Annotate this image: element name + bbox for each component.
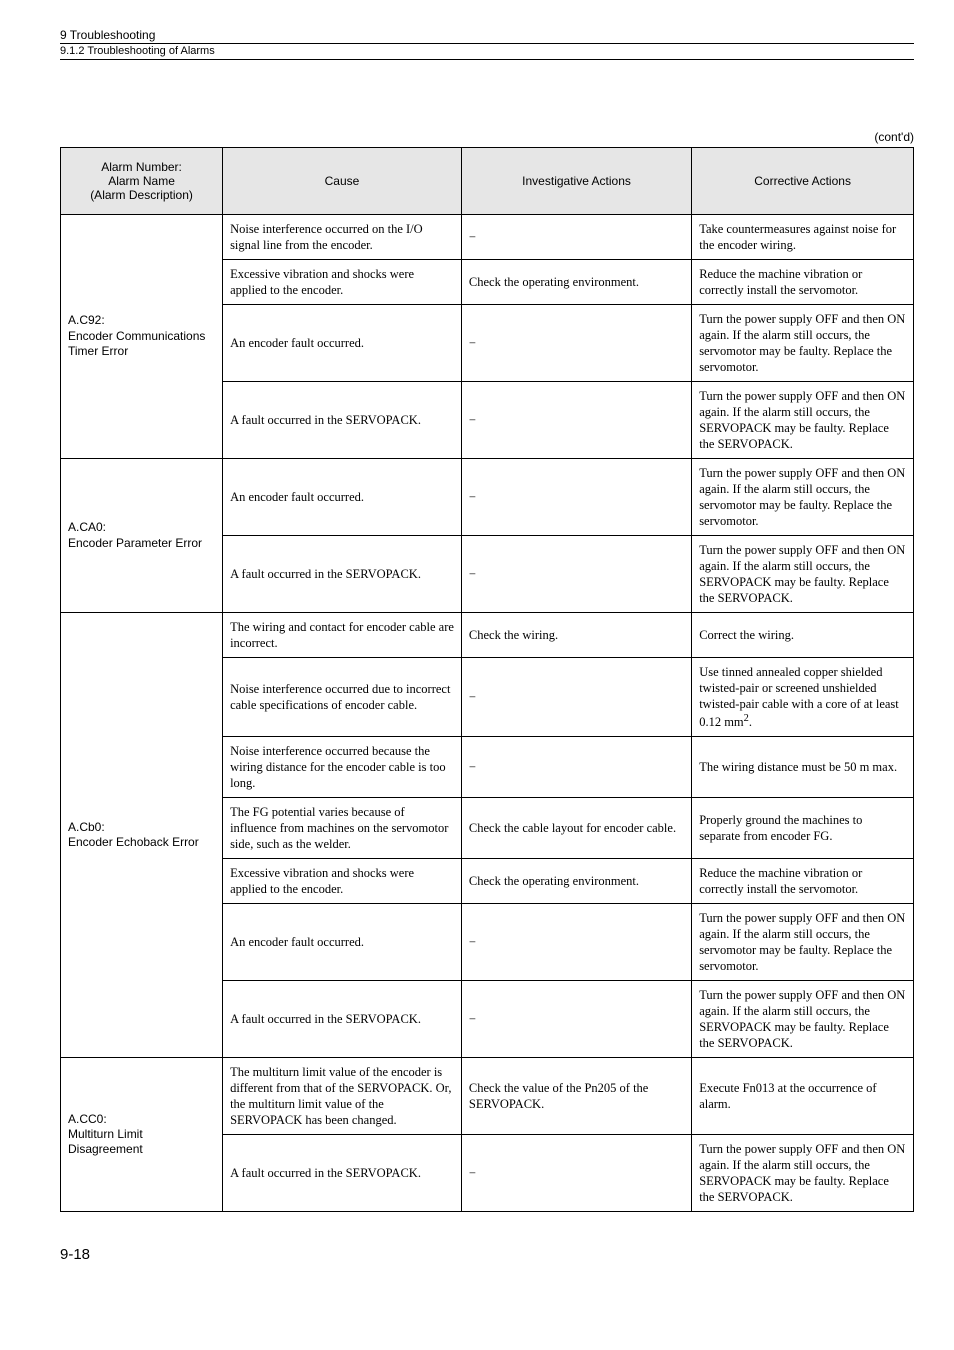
alarm-cell: A.Cb0: Encoder Echoback Error: [61, 613, 223, 1058]
col-header-alarm: Alarm Number: Alarm Name (Alarm Descript…: [61, 148, 223, 215]
corrective-cell: Turn the power supply OFF and then ON ag…: [692, 536, 914, 613]
col-header-corrective: Corrective Actions: [692, 148, 914, 215]
col-header-investigative: Investigative Actions: [461, 148, 691, 215]
investigative-cell: −: [461, 305, 691, 382]
col-header-line: Alarm Name: [108, 174, 175, 188]
investigative-cell: Check the wiring.: [461, 613, 691, 658]
cause-cell: The FG potential varies because of influ…: [223, 798, 462, 859]
corrective-cell: The wiring distance must be 50 m max.: [692, 737, 914, 798]
corrective-cell: Take countermeasures against noise for t…: [692, 215, 914, 260]
corrective-cell: Properly ground the machines to separate…: [692, 798, 914, 859]
alarm-cell: A.CC0: Multiturn Limit Disagreement: [61, 1058, 223, 1212]
col-header-cause: Cause: [223, 148, 462, 215]
continued-label: (cont'd): [60, 130, 914, 144]
cause-cell: Noise interference occurred due to incor…: [223, 658, 462, 737]
alarm-code: A.Cb0:: [68, 820, 105, 834]
cause-cell: The multiturn limit value of the encoder…: [223, 1058, 462, 1135]
alarm-name: Encoder Echoback Error: [68, 835, 199, 849]
col-header-line: (Alarm Description): [90, 188, 193, 202]
investigative-cell: Check the operating environment.: [461, 859, 691, 904]
alarm-name: Multiturn Limit Disagreement: [68, 1127, 143, 1156]
cause-cell: Noise interference occurred on the I/O s…: [223, 215, 462, 260]
cause-cell: An encoder fault occurred.: [223, 459, 462, 536]
investigative-cell: −: [461, 382, 691, 459]
cause-cell: Noise interference occurred because the …: [223, 737, 462, 798]
alarm-cell: A.C92: Encoder Communications Timer Erro…: [61, 215, 223, 459]
table-row: A.Cb0: Encoder Echoback Error The wiring…: [61, 613, 914, 658]
corrective-text-post: .: [749, 715, 752, 729]
corrective-cell: Reduce the machine vibration or correctl…: [692, 859, 914, 904]
table-row: A.CC0: Multiturn Limit Disagreement The …: [61, 1058, 914, 1135]
cause-cell: The wiring and contact for encoder cable…: [223, 613, 462, 658]
investigative-cell: Check the operating environment.: [461, 260, 691, 305]
corrective-cell: Reduce the machine vibration or correctl…: [692, 260, 914, 305]
corrective-cell: Execute Fn013 at the occurrence of alarm…: [692, 1058, 914, 1135]
alarm-code: A.CC0:: [68, 1112, 107, 1126]
corrective-cell: Turn the power supply OFF and then ON ag…: [692, 981, 914, 1058]
alarm-name: Encoder Parameter Error: [68, 536, 202, 550]
troubleshooting-table: Alarm Number: Alarm Name (Alarm Descript…: [60, 147, 914, 1212]
cause-cell: A fault occurred in the SERVOPACK.: [223, 1135, 462, 1212]
table-row: A.C92: Encoder Communications Timer Erro…: [61, 215, 914, 260]
cause-cell: A fault occurred in the SERVOPACK.: [223, 536, 462, 613]
alarm-name: Encoder Communications Timer Error: [68, 329, 205, 358]
subsection-header: 9.1.2 Troubleshooting of Alarms: [60, 45, 914, 60]
cause-cell: A fault occurred in the SERVOPACK.: [223, 382, 462, 459]
investigative-cell: Check the cable layout for encoder cable…: [461, 798, 691, 859]
cause-cell: An encoder fault occurred.: [223, 904, 462, 981]
alarm-code: A.CA0:: [68, 520, 106, 534]
corrective-cell: Turn the power supply OFF and then ON ag…: [692, 305, 914, 382]
corrective-cell: Turn the power supply OFF and then ON ag…: [692, 1135, 914, 1212]
investigative-cell: −: [461, 215, 691, 260]
cause-cell: An encoder fault occurred.: [223, 305, 462, 382]
investigative-cell: −: [461, 904, 691, 981]
cause-cell: Excessive vibration and shocks were appl…: [223, 260, 462, 305]
investigative-cell: Check the value of the Pn205 of the SERV…: [461, 1058, 691, 1135]
investigative-cell: −: [461, 737, 691, 798]
corrective-text-pre: Use tinned annealed copper shielded twis…: [699, 665, 899, 729]
cause-cell: Excessive vibration and shocks were appl…: [223, 859, 462, 904]
cause-cell: A fault occurred in the SERVOPACK.: [223, 981, 462, 1058]
investigative-cell: −: [461, 536, 691, 613]
page-number: 9-18: [60, 1246, 914, 1263]
investigative-cell: −: [461, 981, 691, 1058]
col-header-line: Alarm Number:: [101, 160, 182, 174]
corrective-cell: Use tinned annealed copper shielded twis…: [692, 658, 914, 737]
corrective-cell: Correct the wiring.: [692, 613, 914, 658]
corrective-cell: Turn the power supply OFF and then ON ag…: [692, 904, 914, 981]
investigative-cell: −: [461, 1135, 691, 1212]
alarm-code: A.C92:: [68, 313, 105, 327]
alarm-cell: A.CA0: Encoder Parameter Error: [61, 459, 223, 613]
investigative-cell: −: [461, 459, 691, 536]
investigative-cell: −: [461, 658, 691, 737]
corrective-cell: Turn the power supply OFF and then ON ag…: [692, 459, 914, 536]
table-row: A.CA0: Encoder Parameter Error An encode…: [61, 459, 914, 536]
section-header: 9 Troubleshooting: [60, 28, 914, 44]
corrective-cell: Turn the power supply OFF and then ON ag…: [692, 382, 914, 459]
